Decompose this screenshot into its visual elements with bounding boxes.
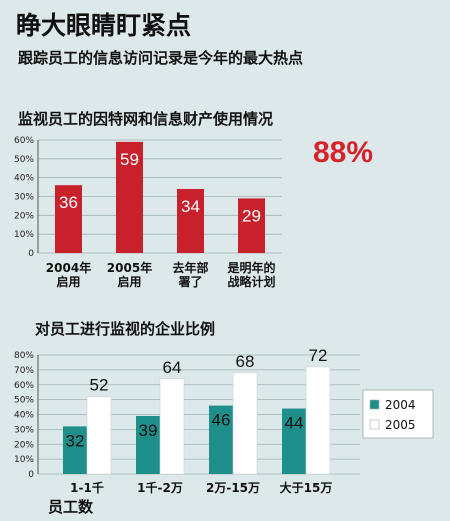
chart2-data-label: 32 [66,431,85,450]
chart1-category-label: 去年部 [172,260,208,275]
chart1-data-label: 59 [120,150,139,169]
chart2-data-label: 72 [309,346,328,365]
chart2-bar-2004 [63,426,87,474]
chart2-bar-2005 [159,378,185,475]
chart2-data-label: 52 [90,376,109,395]
chart1-ytick: 20% [14,211,34,221]
chart2-category-label: 1千-2万 [137,480,183,495]
chart2-ytick: 10% [14,455,34,465]
chart1-data-label: 34 [181,197,200,216]
highlight-percentage: 88% [313,136,374,169]
chart2-legend-swatch [369,419,380,430]
chart2-ytick: 0 [28,470,34,480]
chart2-ytick: 70% [14,366,34,376]
chart2-bar-2005 [232,372,258,475]
chart1-data-label: 29 [242,206,261,225]
chart2-ytick: 40% [14,411,34,421]
chart2-legend-box [362,389,434,439]
chart1-category-label: 2004年 [46,260,91,275]
chart2-data-label: 68 [236,352,255,371]
chart2-ytick: 30% [14,425,34,435]
chart1-ytick: 40% [14,174,34,184]
chart1-title: 监视员工的因特网和信息财产使用情况 [18,110,274,128]
chart2-ytick: 20% [14,440,34,450]
chart2-bar-2004 [136,415,160,474]
chart1-category-label: 启用 [117,274,141,289]
chart1-ytick: 30% [14,193,34,203]
chart1-ytick: 0 [28,249,34,259]
chart1-bar [55,185,82,253]
chart1-bar [177,188,204,253]
chart1-ytick: 10% [14,230,34,240]
chart1-bar [238,198,265,253]
chart1-category-label: 署了 [177,275,202,289]
chart1-category-label: 2005年 [107,260,152,275]
chart2-title: 对员工进行监视的企业比例 [35,320,216,338]
main-title: 睁大眼睛盯紧点 [16,11,192,40]
chart1-ytick: 60% [14,136,34,146]
subtitle: 跟踪员工的信息访问记录是今年的最大热点 [18,49,304,67]
chart2-ytick: 50% [14,396,34,406]
chart2-data-label: 39 [139,421,158,440]
chart2-bar-2004 [209,405,233,474]
chart2-category-label: 大于15万 [280,480,333,495]
chart1-ytick: 50% [14,155,34,165]
chart2-category-label: 1-1千 [70,480,104,495]
chart1-category-label: 是明年的 [226,260,275,275]
chart1-category-label: 启用 [56,274,80,289]
chart2-data-label: 46 [212,411,231,430]
chart1-category-label: 战略计划 [227,274,275,289]
chart1-data-label: 36 [59,193,78,212]
chart2-category-label: 2万-15万 [206,481,260,495]
chart2-bar-2004 [282,408,306,474]
chart2-legend-swatch [369,399,380,410]
chart2-bar-2005 [305,366,331,475]
chart1-bar [116,141,143,253]
chart2-bar-2005 [86,396,112,475]
chart2-ytick: 60% [14,381,34,391]
chart2-data-label: 64 [163,358,182,377]
chart2-legend-label: 2005 [385,418,416,432]
chart2-xlabel: 员工数 [48,498,94,516]
chart2-legend-label: 2004 [385,398,416,412]
chart2-ytick: 80% [14,351,34,361]
chart2-data-label: 44 [285,414,304,433]
